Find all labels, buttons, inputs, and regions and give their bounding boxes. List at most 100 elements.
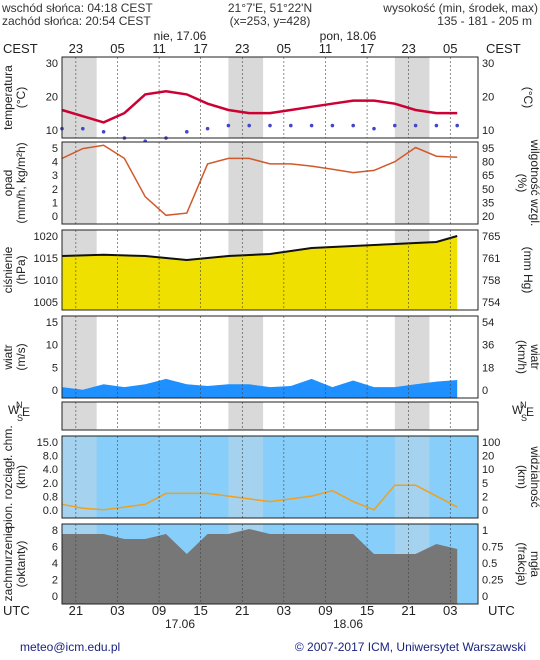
night-shade xyxy=(228,57,264,138)
left-axis-title: zachmurzenie xyxy=(1,526,15,601)
bottom-hour-label: 03 xyxy=(277,603,291,618)
bottom-hour-label: 03 xyxy=(110,603,124,618)
night-shade xyxy=(228,436,264,518)
left-tick-label: 15 xyxy=(46,317,58,329)
wind-area xyxy=(62,378,458,398)
top-hour-label: 23 xyxy=(235,41,249,56)
clouds-frame xyxy=(61,435,479,519)
pressure-area xyxy=(62,236,458,310)
right-tick-label: 0.75 xyxy=(482,542,503,554)
right-tick-label: 0.5 xyxy=(482,558,497,570)
right-tick-label: 36 xyxy=(482,340,494,352)
dir-n-left: N xyxy=(16,400,23,410)
dir-s-left: S xyxy=(17,413,23,423)
day1-bottom: 17.06 xyxy=(165,617,195,631)
left-tick-label: 10 xyxy=(46,340,58,352)
dew-point-dot xyxy=(455,123,460,128)
right-axis-title: mgła xyxy=(528,551,540,577)
dew-point-dot xyxy=(226,123,231,128)
coords-text: 21°7'E, 51°22'N xyxy=(228,1,312,15)
right-tick-label: 10 xyxy=(482,464,494,476)
left-tick-label: 1015 xyxy=(34,253,58,265)
top-hour-label: 05 xyxy=(110,41,124,56)
top-hour-label: 11 xyxy=(319,41,333,56)
left-axis-unit: (km) xyxy=(14,465,28,489)
footer-copyright: © 2007-2017 ICM, Uniwersytet Warszawski xyxy=(295,640,526,654)
left-tick-label: 30 xyxy=(46,58,58,70)
right-tick-label: 65 xyxy=(482,170,494,182)
right-tick-label: 0 xyxy=(482,385,488,397)
left-tick-label: 5 xyxy=(52,143,58,155)
left-tick-label: 1010 xyxy=(34,275,58,287)
sunrise-text: wschód słońca: 04:18 CEST xyxy=(1,1,153,15)
bottom-hour-label: 15 xyxy=(360,603,374,618)
right-tick-label: 35 xyxy=(482,197,494,209)
day2-top: pon, 18.06 xyxy=(320,29,377,43)
bottom-hour-label: 21 xyxy=(401,603,415,618)
right-axis-unit: (km) xyxy=(515,465,529,489)
right-axis-title: wiatr xyxy=(528,343,540,369)
left-axis-unit: (oktanty) xyxy=(14,541,28,588)
left-tick-label: 2 xyxy=(52,575,58,587)
dir-s-right: S xyxy=(521,413,527,423)
bottom-hour-label: 03 xyxy=(443,603,457,618)
dir-e-left: E xyxy=(22,405,30,419)
pressure-panel: 1020 1015 1010 1005 765 761 758 754 ciśnienie (hP… xyxy=(1,229,535,311)
dew-point-dot xyxy=(434,123,439,128)
night-shade xyxy=(62,436,97,518)
dir-w-right: W xyxy=(512,403,524,417)
night-shade xyxy=(62,57,97,138)
dew-point-dot xyxy=(81,126,85,131)
right-tick-label: 2 xyxy=(482,491,488,503)
elevation-title: wysokość (min, środek, max) xyxy=(382,1,538,15)
night-shade xyxy=(394,57,430,138)
right-axis-unit: (%) xyxy=(515,174,529,193)
left-axis-title: temperatura xyxy=(1,65,15,130)
left-tick-label: 0.8 xyxy=(43,491,58,503)
grid-text: (x=253, y=428) xyxy=(230,14,311,28)
left-axis-unit: (mm/h, kg/m²h) xyxy=(14,142,28,223)
dew-point-dot xyxy=(309,123,314,128)
right-axis-title: wilgotność wzgl. xyxy=(528,139,540,227)
left-tick-label: 0 xyxy=(52,385,58,397)
left-tick-label: 8.0 xyxy=(43,451,58,463)
cover-panel: 8 6 4 2 0 1 0.75 0.5 0.25 0 zachmurzenie (oktanty) (… xyxy=(1,523,540,605)
left-tick-label: 0.0 xyxy=(43,505,58,517)
dew-point-dot xyxy=(101,129,106,134)
humidity-line xyxy=(61,144,458,217)
right-tick-label: 765 xyxy=(482,231,500,243)
right-axis-title: widzialność xyxy=(528,445,540,507)
right-tick-label: 5 xyxy=(482,478,488,490)
top-hour-label: 05 xyxy=(277,41,291,56)
right-axis-title: (mm Hg) xyxy=(521,247,535,294)
bottom-hour-label: 15 xyxy=(193,603,207,618)
dir-e-right: E xyxy=(526,405,534,419)
right-tick-label: 761 xyxy=(482,253,500,265)
temperature-frame xyxy=(61,56,479,139)
left-axis-title: wiatr xyxy=(1,344,15,370)
night-shade xyxy=(394,436,430,518)
left-axis-title: opad xyxy=(1,170,15,197)
tz-bottom-right: UTC xyxy=(488,603,515,618)
night-shade xyxy=(62,316,97,398)
elevation-values: 135 - 181 - 205 m xyxy=(437,14,532,28)
left-tick-label: 10 xyxy=(46,125,58,137)
dew-point-dot xyxy=(393,123,397,128)
top-hour-label: 17 xyxy=(193,41,207,56)
right-tick-label: 20 xyxy=(482,211,494,223)
night-shade xyxy=(394,142,430,224)
night-shade xyxy=(228,402,264,430)
left-tick-label: 1020 xyxy=(34,231,58,243)
left-tick-label: 8 xyxy=(52,525,58,537)
right-tick-label: 754 xyxy=(482,297,500,309)
left-tick-label: 20 xyxy=(46,92,58,104)
dew-point-dot xyxy=(247,123,251,128)
day2-bottom: 18.06 xyxy=(333,617,363,631)
right-tick-label: 758 xyxy=(482,275,500,287)
left-axis-unit: (°C) xyxy=(14,87,28,108)
